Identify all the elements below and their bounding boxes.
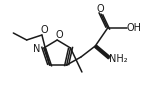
Text: O: O: [55, 30, 63, 40]
Text: O: O: [41, 25, 49, 35]
Text: O: O: [96, 4, 104, 14]
Text: NH₂: NH₂: [109, 54, 127, 64]
Polygon shape: [95, 46, 111, 60]
Text: N: N: [34, 44, 41, 54]
Text: OH: OH: [127, 23, 142, 33]
